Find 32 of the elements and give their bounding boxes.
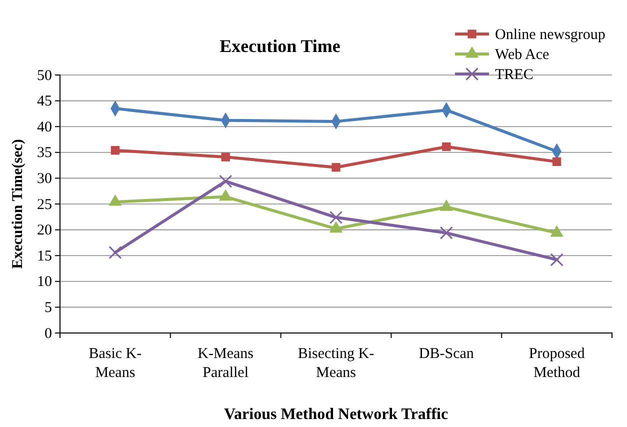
y-tick-label: 15 [37, 248, 52, 264]
point [108, 246, 122, 260]
point [221, 152, 230, 162]
point [219, 174, 232, 188]
x-tick-label: K-Means Parallel [198, 346, 254, 381]
point [552, 157, 562, 166]
x-tick-label: Bisecting K-Means [298, 346, 374, 381]
y-tick-label: 25 [37, 196, 52, 213]
x-axis-title: Various Method Network Traffic [224, 406, 448, 423]
y-tick-label: 35 [37, 145, 52, 162]
chart-title: Execution Time [220, 36, 340, 56]
y-tick-label: 5 [44, 300, 52, 316]
x-tick-label: DB-Scan [418, 346, 474, 362]
point [550, 253, 564, 266]
legend-label: Web Ace [495, 47, 550, 63]
point [329, 210, 343, 224]
y-tick-label: 40 [37, 119, 52, 136]
y-tick-label: 10 [37, 274, 52, 290]
point [440, 226, 453, 240]
point [110, 146, 120, 155]
point [332, 163, 340, 172]
y-tick-label: 50 [37, 68, 52, 84]
y-tick-label: 20 [37, 222, 52, 239]
point [442, 142, 451, 152]
x-tick-label: Basic K-Means [88, 346, 142, 381]
x-tick-label: Proposed Method [528, 346, 586, 381]
y-axis-title: Execution Time(sec) [10, 139, 26, 269]
y-tick-label: 0 [44, 326, 52, 342]
y-tick-label: 30 [37, 171, 52, 187]
y-tick-label: 45 [37, 94, 52, 110]
legend-label: Online newsgroup [495, 27, 606, 43]
legend-label: TREC [495, 67, 534, 83]
